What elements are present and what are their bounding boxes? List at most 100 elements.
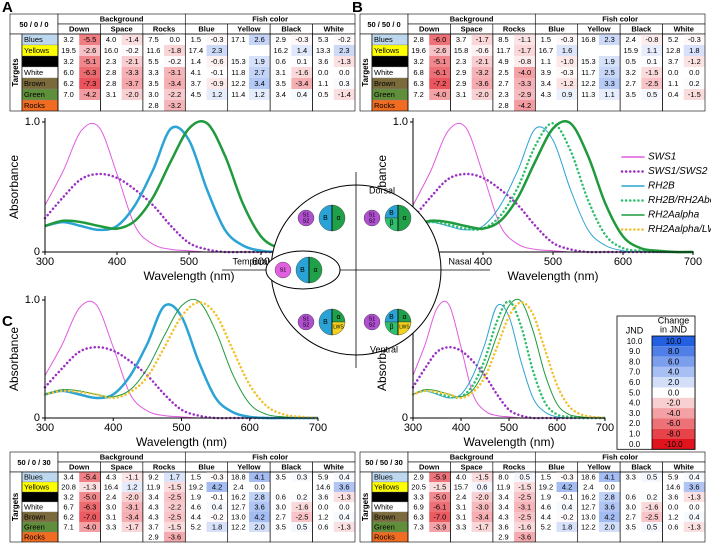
change-value: 0.3 xyxy=(339,79,349,88)
change-value: 0.5 xyxy=(647,522,657,531)
double-cone-label: B xyxy=(323,215,328,222)
jnd-value: 3.5 xyxy=(148,79,158,88)
change-cell xyxy=(556,492,578,502)
change-cell xyxy=(556,482,578,492)
change-cell xyxy=(333,34,355,45)
change-value: 2.8 xyxy=(604,492,614,501)
change-cell xyxy=(248,512,271,522)
row-label: Brown xyxy=(374,79,395,88)
jnd-value: 3.7 xyxy=(456,35,466,44)
change-cell xyxy=(333,56,355,67)
spectrum-line xyxy=(412,303,605,419)
double-cone-label: B xyxy=(389,210,394,217)
change-cell xyxy=(641,45,663,56)
column-header: Black xyxy=(281,24,302,33)
jnd-value: 2.8 xyxy=(106,79,116,88)
scale-change-cell xyxy=(652,397,695,409)
change-cell xyxy=(333,78,355,89)
change-value: 4.2 xyxy=(604,512,614,521)
change-value: 1.9 xyxy=(254,57,264,66)
jnd-value: 6.0 xyxy=(63,68,73,77)
change-value: 0.5 xyxy=(297,522,307,531)
jnd-value: 1.1 xyxy=(318,79,328,88)
change-cell xyxy=(641,34,663,45)
legend-label: RH2Aalpha xyxy=(648,210,700,221)
single-cone-label: S1 xyxy=(369,212,376,218)
column-header: Down xyxy=(419,24,440,33)
jnd-value: 0.6 xyxy=(276,492,286,501)
change-value: 0.4 xyxy=(297,90,307,99)
change-cell xyxy=(641,67,663,78)
row-label: Black xyxy=(24,492,43,501)
row-label: Blues xyxy=(374,35,393,44)
jnd-value: 3.3 xyxy=(456,522,466,531)
table-border xyxy=(312,471,356,543)
change-cell xyxy=(556,45,578,56)
jnd-value: 3.6 xyxy=(668,492,678,501)
x-axis-label: Wavelength (nm) xyxy=(136,435,227,449)
change-value: 1.9 xyxy=(604,57,614,66)
jnd-value: 0.0 xyxy=(318,502,328,511)
jnd-value: 2.8 xyxy=(106,68,116,77)
double-cone-label: α xyxy=(336,314,340,321)
change-cell xyxy=(291,45,313,56)
change-value: -0.3 xyxy=(561,68,574,77)
row-label: Black xyxy=(374,57,393,66)
jnd-value: 9.2 xyxy=(148,472,158,481)
spectrum-line xyxy=(412,300,605,419)
change-cell xyxy=(598,482,621,492)
jnd-value: 15.3 xyxy=(581,57,596,66)
row-label: Blues xyxy=(24,472,43,481)
double-cone-label: α xyxy=(313,267,317,274)
jnd-value: 3.4 xyxy=(63,472,73,481)
change-value: -2.5 xyxy=(518,492,531,501)
jnd-value: 3.2 xyxy=(63,35,73,44)
scale-jnd-value: 6.0 xyxy=(629,378,641,387)
change-value: -2.5 xyxy=(168,492,181,501)
scale-change-cell xyxy=(652,366,695,378)
jnd-value: 20.5 xyxy=(411,482,426,491)
change-value: 1.8 xyxy=(212,522,222,531)
change-cell xyxy=(429,67,451,78)
jnd-value: 8.5 xyxy=(498,35,508,44)
x-tick-label: 500 xyxy=(544,256,562,268)
column-header: Black xyxy=(631,24,652,33)
change-value: 3.4 xyxy=(254,79,264,88)
jnd-value: 1.5 xyxy=(541,35,551,44)
jnd-value: 3.7 xyxy=(668,57,678,66)
change-value: -3.2 xyxy=(168,101,181,110)
change-cell xyxy=(556,56,578,67)
jnd-value: 20.8 xyxy=(61,482,76,491)
legend-label: SWS1/SWS2 xyxy=(648,166,708,177)
change-value: -6.3 xyxy=(83,502,96,511)
column-header: Rocks xyxy=(153,462,176,471)
change-value: -4.2 xyxy=(83,90,96,99)
panel-letter: C xyxy=(2,313,13,330)
group-header: Fish color xyxy=(252,14,288,23)
y-axis-label: Absorbance xyxy=(7,155,21,219)
row-label: Green xyxy=(374,522,395,531)
jnd-value: 5.5 xyxy=(148,57,158,66)
change-cell xyxy=(206,472,228,482)
change-value: 2.7 xyxy=(254,68,264,77)
jnd-value: 6.3 xyxy=(413,512,423,521)
change-value: -1.5 xyxy=(433,482,446,491)
jnd-value: 2.8 xyxy=(148,101,158,110)
change-cell xyxy=(121,482,143,492)
spectrum-line xyxy=(43,301,320,420)
change-cell xyxy=(164,522,186,532)
change-cell xyxy=(641,78,663,89)
jnd-value: 11.8 xyxy=(231,68,245,77)
jnd-value: 0.6 xyxy=(668,522,678,531)
double-cone-label: β xyxy=(389,324,393,331)
jnd-value: 19.2 xyxy=(539,482,554,491)
single-cone-label: S2 xyxy=(303,322,310,328)
row-label: Green xyxy=(24,90,45,99)
scale-change-border xyxy=(651,335,696,450)
column-header: Space xyxy=(111,462,133,471)
change-value: -5.4 xyxy=(83,472,96,481)
jnd-value: 2.7 xyxy=(626,79,636,88)
jnd-value: 3.4 xyxy=(498,492,508,501)
column-header: Rocks xyxy=(503,462,526,471)
